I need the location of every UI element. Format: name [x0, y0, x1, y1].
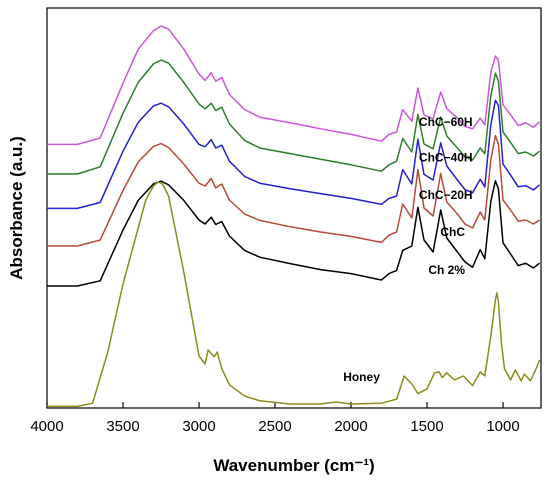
- plot-frame: [46, 7, 542, 409]
- y-axis-title: Absorbance (a.u.): [7, 136, 26, 280]
- x-axis-ticks: 4000 3500 3000 2500 2000 1500 1000: [30, 402, 520, 435]
- x-axis-title: Wavenumber (cm⁻¹): [213, 456, 374, 475]
- x-tick-label: 2500: [258, 418, 291, 435]
- series-line-chc-40h: [47, 59, 540, 175]
- series-labels: ChC−60H ChC−40H ChC−20H ChC Ch 2% Honey: [343, 115, 472, 384]
- x-tick-label: 2000: [334, 418, 367, 435]
- series-line-chc: [47, 134, 540, 247]
- x-tick-label: 4000: [30, 418, 63, 435]
- x-tick-label: 1000: [486, 418, 519, 435]
- series-line-ch-2-: [47, 180, 540, 287]
- series-label: Ch 2%: [428, 263, 465, 277]
- series-label: ChC−20H: [419, 188, 473, 202]
- series-line-chc-20h: [47, 99, 540, 210]
- series-line-honey: [47, 181, 541, 408]
- x-tick-label: 3000: [182, 418, 215, 435]
- series-label: ChC−60H: [419, 115, 473, 129]
- series-group: [47, 25, 541, 408]
- x-tick-label: 3500: [106, 418, 139, 435]
- series-label: ChC: [440, 225, 465, 239]
- x-tick-label: 1500: [410, 418, 443, 435]
- series-label: ChC−40H: [419, 151, 473, 165]
- series-line-chc-60h: [47, 25, 540, 146]
- series-label: Honey: [343, 370, 380, 384]
